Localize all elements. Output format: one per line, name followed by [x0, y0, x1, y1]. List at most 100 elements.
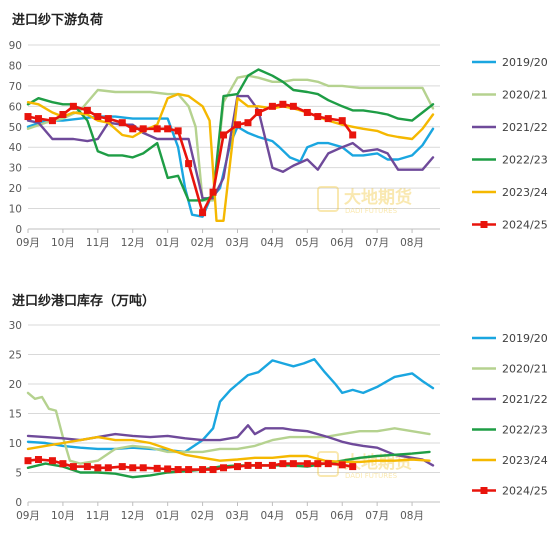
x-tick-label: 09月 [16, 237, 40, 249]
legend-label: 2019/20 [502, 56, 548, 69]
data-point-marker [268, 461, 276, 469]
series-line-2021-22 [26, 94, 435, 200]
watermark-mark [317, 186, 339, 212]
legend-marker [480, 487, 488, 494]
legend-label: 2024/25 [502, 485, 548, 498]
x-tick-label: 04月 [260, 237, 284, 249]
legend-label: 2021/22 [502, 121, 548, 134]
series-line-2021-22 [26, 424, 435, 467]
x-tick-label: 12月 [121, 237, 145, 249]
data-point-marker [254, 108, 262, 116]
data-point-marker [199, 209, 207, 217]
data-point-marker [129, 464, 137, 472]
data-point-marker [209, 466, 217, 474]
data-point-marker [174, 466, 182, 474]
y-tick-label: 60 [9, 101, 22, 113]
data-point-marker [59, 460, 67, 468]
data-point-marker [314, 460, 322, 468]
y-tick-label: 50 [9, 122, 22, 134]
chart-title-load: 进口纱下游负荷 [12, 13, 104, 28]
y-tick-label: 40 [9, 142, 22, 154]
x-tick-label: 02月 [191, 510, 215, 522]
data-point-marker [139, 464, 147, 472]
x-tick-label: 03月 [226, 237, 250, 249]
x-tick-label: 06月 [330, 237, 354, 249]
data-point-marker [118, 119, 126, 127]
x-tick-label: 03月 [226, 510, 250, 522]
data-point-marker [338, 461, 346, 469]
series-line-2020-21 [26, 391, 431, 465]
chart-0: 0 10 20 30 40 50 60 70 80 90 09月 10月 11月 12月 01月 02月 03月… [9, 40, 548, 249]
data-point-marker [233, 121, 241, 129]
y-tick-label: 30 [9, 320, 22, 332]
x-tick-label: 01月 [156, 237, 180, 249]
y-tick-label: 25 [9, 350, 22, 362]
x-tick-label: 07月 [365, 510, 389, 522]
legend-label: 2021/22 [502, 393, 548, 406]
y-tick-label: 5 [15, 468, 22, 480]
data-point-marker [220, 464, 228, 472]
data-point-marker [244, 119, 252, 127]
y-tick-label: 20 [9, 379, 22, 391]
data-point-marker [349, 463, 357, 471]
series-line-2020-21 [26, 74, 435, 202]
data-point-marker [314, 113, 322, 121]
x-tick-label: 01月 [156, 510, 180, 522]
data-point-marker [48, 117, 56, 125]
legend-label: 2022/23 [502, 424, 548, 437]
y-tick-label: 0 [15, 224, 22, 236]
data-point-marker [199, 466, 207, 474]
data-point-marker [324, 460, 332, 468]
legend-label: 2023/24 [502, 186, 548, 199]
data-point-marker [59, 111, 67, 119]
series-line-2024-25 [26, 103, 355, 214]
data-point-marker [34, 456, 42, 464]
data-point-marker [94, 113, 102, 121]
series-line-2019-20 [26, 115, 435, 218]
data-point-marker [48, 457, 56, 465]
x-tick-label: 11月 [86, 510, 110, 522]
legend-label: 2023/24 [502, 454, 548, 467]
y-tick-label: 20 [9, 183, 22, 195]
x-tick-label: 07月 [365, 237, 389, 249]
data-point-marker [24, 457, 32, 465]
data-point-marker [34, 115, 42, 123]
x-tick-label: 11月 [86, 237, 110, 249]
data-point-marker [303, 460, 311, 468]
data-point-marker [104, 115, 112, 123]
y-tick-label: 10 [9, 438, 22, 450]
data-point-marker [268, 102, 276, 110]
data-point-marker [118, 463, 126, 471]
data-point-marker [69, 102, 77, 110]
data-point-marker [279, 460, 287, 468]
watermark-cn: 大地期货 [344, 187, 412, 208]
data-point-marker [289, 460, 297, 468]
legend-label: 2022/23 [502, 154, 548, 167]
data-point-marker [94, 464, 102, 472]
data-point-marker [289, 102, 297, 110]
data-point-marker [153, 125, 161, 133]
y-tick-label: 15 [9, 409, 22, 421]
data-point-marker [129, 125, 137, 133]
data-point-marker [174, 127, 182, 135]
data-point-marker [69, 463, 77, 471]
series-line-2023-24 [26, 435, 431, 464]
data-point-marker [139, 125, 147, 133]
y-tick-label: 30 [9, 163, 22, 175]
y-tick-label: 80 [9, 60, 22, 72]
data-point-marker [209, 188, 217, 196]
y-tick-label: 0 [15, 497, 22, 509]
series-line-2022-23 [26, 450, 431, 479]
data-point-marker [24, 113, 32, 121]
chart-1: 0 5 10 15 20 25 30 09月 10月 11月 12月 01月 02月 03月 04月 05月 0… [9, 320, 548, 522]
legend-label: 2020/21 [502, 363, 548, 376]
data-point-marker [233, 463, 241, 471]
watermark-en: DADI FUTURES [345, 207, 398, 215]
data-point-marker [220, 131, 228, 139]
data-point-marker [254, 461, 262, 469]
x-tick-label: 02月 [191, 237, 215, 249]
data-point-marker [338, 117, 346, 125]
x-tick-label: 10月 [51, 237, 75, 249]
